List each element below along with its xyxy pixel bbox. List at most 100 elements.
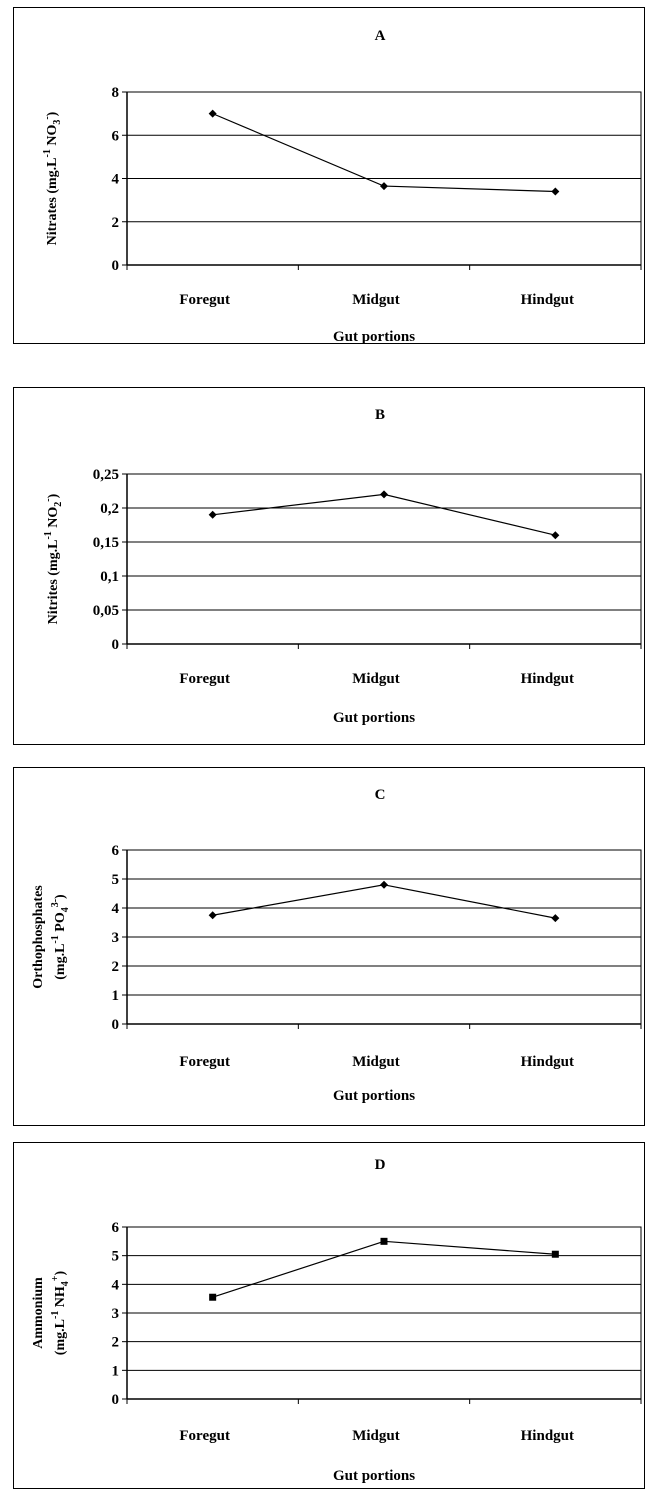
x-category-label: Foregut: [179, 1428, 230, 1444]
panel-title: D: [375, 1157, 386, 1173]
y-axis-title-part: NO: [46, 507, 61, 532]
x-category-label: Foregut: [179, 1054, 230, 1070]
y-axis-title-part: (mg.L: [53, 944, 68, 980]
y-axis-title-line1: Ammonium: [31, 1277, 46, 1349]
x-axis-title: Gut portions: [333, 329, 415, 345]
x-category-label: Foregut: [179, 671, 230, 687]
y-tick-label: 0,05: [93, 603, 119, 619]
y-tick-label: 5: [112, 872, 120, 888]
y-tick-label: 0,25: [93, 467, 119, 483]
y-axis-title-part: -1: [42, 149, 53, 157]
y-tick-label: 0,15: [93, 535, 119, 551]
y-tick-label: 0: [112, 258, 120, 274]
y-tick-label: 0: [112, 637, 120, 653]
y-axis-title: Nitrites (mg.L-1 NO2-): [43, 493, 64, 624]
data-point: [380, 880, 388, 889]
series-line: [212, 1240, 556, 1298]
panel-title: C: [375, 787, 386, 803]
chart-svg: D 0 1 2 3 4 5 6 Foregut Midgut Hindgut Gut portions…: [31, 1157, 642, 1484]
y-axis-title: Nitrates (mg.L-1 NO3-): [42, 111, 63, 245]
y-axis-title-part: ): [53, 1270, 68, 1275]
y-axis-title: Orthophosphates (mg.L-1 PO43-): [31, 885, 71, 989]
data-point: [380, 490, 388, 499]
data-point: [551, 1250, 559, 1258]
data-point: [208, 109, 217, 118]
y-axis-title-part: Nitrates (mg.L: [45, 157, 60, 245]
y-axis-title-text: Nitrates (mg.L-1 NO3-): [42, 111, 63, 245]
x-category-label: Hindgut: [521, 671, 574, 687]
y-tick-label: 0: [112, 1017, 120, 1033]
series-line: [212, 493, 556, 536]
data-point: [209, 1293, 217, 1301]
x-category-label: Foregut: [179, 292, 230, 308]
y-axis-title-part: 4: [60, 1281, 71, 1286]
x-category-label: Midgut: [352, 1428, 400, 1444]
y-axis-title-part: NO: [45, 125, 60, 150]
y-tick-label: 5: [112, 1249, 120, 1265]
y-tick-label: 1: [112, 988, 120, 1004]
data-point: [551, 187, 560, 196]
y-axis-title-part: -1: [50, 1311, 61, 1319]
y-axis-title-part: -1: [50, 935, 61, 943]
y-tick-label: 3: [112, 1306, 120, 1322]
y-tick-label: 1: [112, 1363, 120, 1379]
chart-svg: C 0 1 2 3 4 5 6 Foregut Midgut Hindgut Gut portions…: [31, 787, 642, 1104]
y-axis-title-part: ): [45, 111, 60, 116]
y-axis-title-part: ): [46, 493, 61, 498]
data-point: [208, 510, 217, 519]
data-point: [380, 182, 388, 191]
y-axis-title-part: 2: [53, 502, 64, 507]
panel-title: B: [375, 407, 385, 423]
x-axis-title: Gut portions: [333, 1468, 415, 1484]
y-axis-title-part: ): [53, 894, 68, 899]
x-category-label: Hindgut: [521, 292, 574, 308]
plot-frame: [126, 473, 642, 645]
x-category-label: Midgut: [352, 1054, 400, 1070]
chart-panel-c: C 0 1 2 3 4 5 6 Foregut Midgut Hindgut Gut portions…: [13, 767, 645, 1126]
x-category-label: Hindgut: [521, 1054, 574, 1070]
y-tick-label: 6: [112, 128, 120, 144]
y-tick-label: 8: [112, 85, 120, 101]
chart-panel-b: B 0 0,05 0,1 0,15 0,2 0,25 Foregut Midgut Hindgut…: [13, 387, 645, 745]
y-axis-title-part: -1: [43, 531, 54, 539]
panel-title: A: [375, 28, 386, 44]
y-tick-label: 0: [112, 1392, 120, 1408]
y-tick-label: 2: [112, 959, 120, 975]
y-axis-title-part: -: [43, 498, 54, 501]
x-axis-title: Gut portions: [333, 1088, 415, 1104]
y-tick-label: 4: [112, 1277, 120, 1293]
y-axis-title-part: PO: [53, 912, 68, 935]
y-axis-title-line1: Orthophosphates: [31, 885, 46, 989]
series-line: [212, 884, 556, 919]
chart-panel-a: A 0 2 4 6 8 Foregut Midgut Hindgut Gut portions Ni…: [13, 7, 645, 345]
y-tick-label: 6: [112, 1220, 120, 1236]
x-category-label: Hindgut: [521, 1428, 574, 1444]
y-axis-title-text: Nitrites (mg.L-1 NO2-): [43, 493, 64, 624]
y-tick-label: 6: [112, 843, 120, 859]
y-axis-title-line2: (mg.L-1 NH4+): [50, 1270, 71, 1355]
y-tick-label: 4: [112, 172, 120, 188]
y-axis-title-part: -: [42, 116, 53, 119]
chart-svg: A 0 2 4 6 8 Foregut Midgut Hindgut Gut portions Ni…: [42, 28, 642, 345]
y-tick-label: 4: [112, 901, 120, 917]
series-line: [212, 113, 556, 193]
y-axis-title-part: 3: [52, 120, 63, 125]
y-axis-title-part: 4: [60, 907, 71, 912]
y-axis-title-part: 3-: [50, 899, 61, 907]
chart-panel-d: D 0 1 2 3 4 5 6 Foregut Midgut Hindgut Gut portions…: [13, 1142, 645, 1489]
x-category-label: Midgut: [352, 671, 400, 687]
x-category-label: Midgut: [352, 292, 400, 308]
chart-svg: B 0 0,05 0,1 0,15 0,2 0,25 Foregut Midgut Hindgut…: [43, 407, 642, 726]
y-axis-title-part: (mg.L: [53, 1319, 68, 1355]
y-axis-title-line2: (mg.L-1 PO43-): [50, 894, 71, 980]
y-tick-label: 0,1: [100, 569, 119, 585]
y-tick-label: 3: [112, 930, 120, 946]
data-point: [208, 911, 217, 920]
y-tick-label: 2: [112, 215, 120, 231]
y-axis-title: Ammonium (mg.L-1 NH4+): [31, 1270, 71, 1355]
x-axis-title: Gut portions: [333, 710, 415, 726]
y-tick-label: 0,2: [100, 501, 119, 517]
data-point: [551, 531, 560, 540]
y-axis-title-part: +: [50, 1275, 61, 1281]
y-tick-label: 2: [112, 1335, 120, 1351]
